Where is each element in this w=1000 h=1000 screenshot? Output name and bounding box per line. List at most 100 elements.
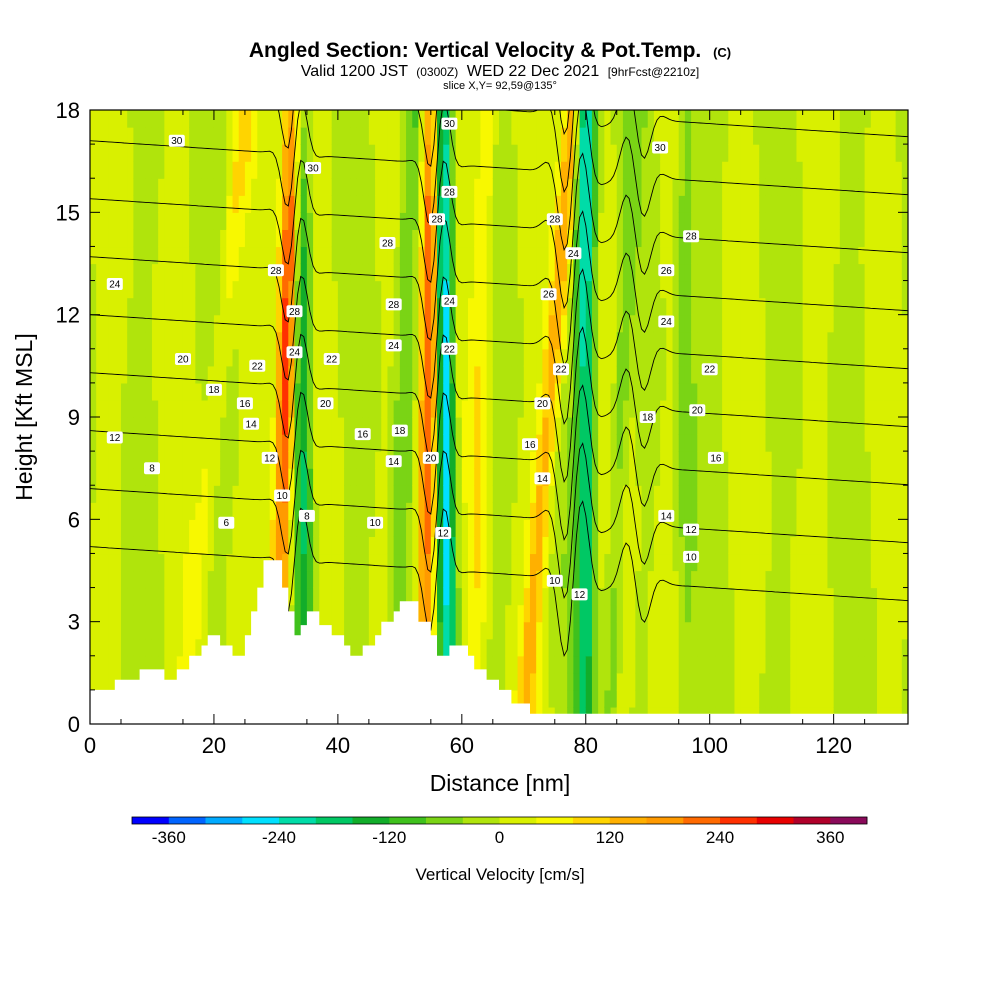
velocity-cell bbox=[573, 161, 581, 179]
velocity-cell bbox=[517, 161, 525, 179]
velocity-cell bbox=[833, 587, 841, 606]
velocity-cell bbox=[151, 655, 159, 674]
velocity-cell bbox=[337, 161, 345, 179]
velocity-cell bbox=[759, 314, 767, 333]
velocity-cell bbox=[331, 280, 339, 299]
velocity-cell bbox=[889, 451, 897, 469]
velocity-cell bbox=[833, 246, 841, 265]
velocity-cell bbox=[381, 485, 389, 503]
velocity-cell bbox=[189, 570, 196, 589]
velocity-cell bbox=[269, 331, 277, 350]
velocity-cell bbox=[647, 161, 655, 179]
velocity-cell bbox=[684, 348, 692, 367]
velocity-cell bbox=[585, 212, 593, 230]
velocity-cell bbox=[771, 604, 779, 623]
velocity-cell bbox=[356, 553, 364, 572]
velocity-cell bbox=[393, 519, 401, 537]
velocity-cell bbox=[120, 638, 128, 657]
velocity-cell bbox=[319, 280, 327, 299]
theta-label-text: 22 bbox=[326, 355, 338, 366]
velocity-cell bbox=[672, 178, 680, 196]
velocity-cell bbox=[765, 161, 773, 179]
velocity-cell bbox=[691, 587, 698, 606]
velocity-cell bbox=[251, 434, 258, 452]
velocity-cell bbox=[511, 536, 519, 555]
velocity-cell bbox=[573, 672, 581, 691]
velocity-cell bbox=[474, 553, 482, 572]
velocity-cell bbox=[511, 195, 519, 213]
velocity-cell bbox=[579, 161, 587, 179]
velocity-cell bbox=[505, 502, 512, 520]
velocity-cell bbox=[573, 638, 581, 657]
velocity-cell bbox=[127, 246, 134, 265]
velocity-cell bbox=[300, 434, 308, 452]
velocity-cell bbox=[691, 536, 698, 555]
velocity-cell bbox=[889, 655, 897, 674]
velocity-cell bbox=[461, 485, 469, 503]
velocity-cell bbox=[877, 553, 884, 572]
velocity-cell bbox=[846, 280, 853, 299]
velocity-cell bbox=[449, 263, 457, 282]
velocity-cell bbox=[455, 604, 463, 623]
velocity-cell bbox=[846, 331, 853, 350]
velocity-cell bbox=[771, 110, 779, 128]
velocity-cell bbox=[691, 638, 698, 657]
velocity-cell bbox=[96, 127, 103, 145]
velocity-cell bbox=[238, 178, 246, 196]
velocity-cell bbox=[870, 382, 878, 401]
velocity-cell bbox=[691, 655, 698, 674]
velocity-cell bbox=[641, 161, 649, 179]
velocity-cell bbox=[313, 468, 320, 486]
velocity-cell bbox=[102, 110, 110, 128]
velocity-cell bbox=[777, 365, 785, 384]
theta-label-bg bbox=[317, 397, 334, 410]
theta-label-bg bbox=[658, 509, 675, 522]
velocity-cell bbox=[808, 212, 816, 230]
velocity-cell bbox=[846, 399, 853, 418]
velocity-cell bbox=[715, 229, 723, 248]
velocity-cell bbox=[96, 536, 103, 555]
velocity-cell bbox=[133, 451, 141, 469]
velocity-cell bbox=[641, 570, 649, 589]
velocity-cell bbox=[641, 280, 649, 299]
velocity-cell bbox=[437, 587, 444, 606]
theta-label-bg bbox=[435, 527, 452, 539]
velocity-cell bbox=[226, 468, 234, 486]
velocity-cell bbox=[889, 229, 897, 248]
velocity-cell bbox=[244, 127, 252, 145]
velocity-cell bbox=[145, 451, 153, 469]
velocity-cell bbox=[660, 297, 667, 316]
velocity-cell bbox=[560, 434, 568, 452]
velocity-cell bbox=[263, 468, 271, 486]
velocity-cell bbox=[703, 468, 711, 486]
velocity-cell bbox=[666, 348, 674, 367]
velocity-cell bbox=[802, 621, 810, 640]
velocity-cell bbox=[257, 331, 265, 350]
velocity-cell bbox=[901, 672, 908, 691]
velocity-cell bbox=[114, 553, 122, 572]
velocity-cell bbox=[207, 536, 215, 555]
velocity-cell bbox=[455, 519, 463, 537]
velocity-cell bbox=[666, 212, 674, 230]
velocity-cell bbox=[244, 348, 252, 367]
velocity-cell bbox=[877, 399, 884, 418]
velocity-cell bbox=[226, 280, 234, 299]
velocity-cell bbox=[201, 399, 209, 418]
velocity-cell bbox=[182, 297, 190, 316]
velocity-cell bbox=[846, 110, 853, 128]
velocity-cell bbox=[139, 604, 147, 623]
velocity-cell bbox=[96, 417, 103, 435]
velocity-cell bbox=[579, 536, 587, 555]
velocity-cell bbox=[858, 434, 866, 452]
velocity-cell bbox=[864, 604, 872, 623]
velocity-cell bbox=[678, 468, 686, 486]
velocity-cell bbox=[505, 229, 512, 248]
velocity-cell bbox=[883, 178, 891, 196]
velocity-cell bbox=[381, 536, 389, 555]
velocity-cell bbox=[833, 553, 841, 572]
velocity-cell bbox=[362, 399, 370, 418]
velocity-cell bbox=[722, 195, 729, 213]
theta-contour-label: 28 bbox=[441, 185, 458, 198]
theta-contour-label: 12 bbox=[435, 527, 452, 540]
velocity-cell bbox=[715, 314, 723, 333]
